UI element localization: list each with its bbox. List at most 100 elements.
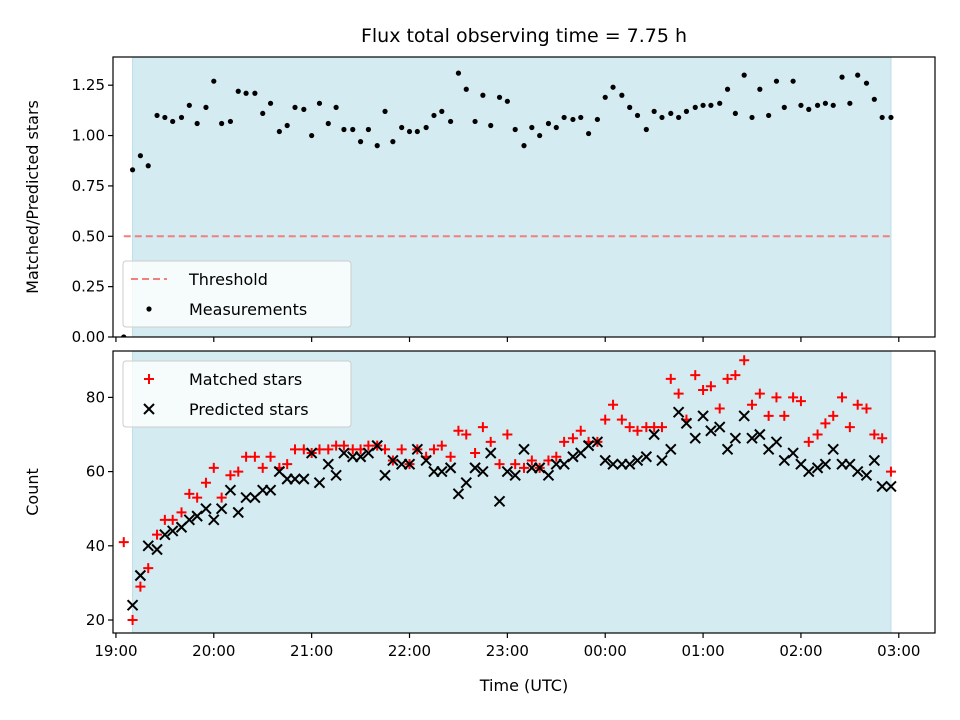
- predicted-star-point: [200, 502, 212, 515]
- predicted-star-point: [232, 506, 244, 519]
- predicted-star-point: [868, 454, 881, 467]
- y-tick-label: 60: [86, 463, 105, 481]
- measurement-point: [790, 78, 796, 84]
- legend-predicted-swatch: [143, 403, 155, 415]
- measurement-point: [365, 126, 372, 133]
- measurement-point: [570, 116, 576, 123]
- measurement-point: [194, 120, 200, 127]
- predicted-star-point: [166, 525, 179, 537]
- measurement-point: [512, 126, 518, 133]
- predicted-star-point: [289, 473, 301, 485]
- measurement-point: [219, 120, 225, 127]
- predicted-star-point: [599, 454, 611, 467]
- matched-star-point: [608, 399, 619, 410]
- predicted-star-point: [477, 465, 489, 478]
- y-tick-label: 40: [86, 537, 105, 555]
- predicted-star-point: [151, 543, 163, 556]
- matched-star-point: [690, 370, 701, 381]
- y-tick-label: 0.75: [72, 177, 105, 195]
- measurement-point: [781, 104, 787, 110]
- measurement-point: [260, 110, 266, 117]
- measurement-point: [399, 124, 405, 131]
- measurement-point: [227, 118, 234, 125]
- matched-star-point: [852, 399, 863, 410]
- predicted-star-point: [485, 447, 497, 459]
- predicted-star-point: [469, 462, 481, 474]
- matched-star-point: [828, 410, 839, 421]
- predicted-star-point: [371, 439, 383, 452]
- predicted-star-point: [493, 495, 506, 507]
- predicted-star-point: [444, 462, 457, 474]
- matched-star-point: [176, 507, 187, 518]
- y-tick-label: 1.00: [72, 127, 105, 145]
- legend-matched-swatch: [144, 374, 154, 384]
- x-tick-label: 01:00: [681, 642, 724, 660]
- measurement-point: [766, 112, 772, 119]
- matched-star-point: [771, 392, 782, 403]
- measurement-point: [423, 124, 429, 131]
- measurement-point: [773, 78, 780, 84]
- x-tick-label: 03:00: [877, 642, 920, 660]
- matched-star-point: [118, 537, 129, 548]
- matched-star-point: [885, 466, 896, 477]
- predicted-star-point: [436, 465, 448, 478]
- matched-star-point: [216, 492, 227, 503]
- measurement-point: [316, 100, 323, 106]
- matched-star-point: [656, 422, 667, 433]
- matched-star-point: [869, 429, 880, 440]
- measurement-point: [888, 114, 894, 121]
- matched-star-point: [747, 399, 758, 410]
- predicted-star-point: [705, 425, 717, 437]
- predicted-star-point: [787, 447, 799, 459]
- matched-star-point: [698, 384, 709, 395]
- predicted-star-point: [697, 410, 709, 422]
- matched-star-point: [551, 451, 562, 462]
- measurement-point: [806, 106, 812, 112]
- matched-star-point: [338, 440, 349, 451]
- matched-star-point: [624, 422, 635, 433]
- measurement-point: [480, 92, 486, 98]
- measurement-point: [863, 80, 870, 86]
- measurement-point: [879, 114, 885, 121]
- matched-star-point: [461, 429, 472, 440]
- measurement-point: [186, 102, 192, 108]
- matched-star-point: [673, 388, 684, 399]
- measurement-point: [643, 126, 649, 133]
- measurement-point: [325, 120, 331, 127]
- legend: Matched stars Predicted stars: [122, 360, 352, 428]
- measurement-point: [529, 124, 535, 131]
- measurement-point: [267, 100, 274, 106]
- measurement-point: [284, 122, 290, 129]
- legend-label: Measurements: [189, 300, 307, 319]
- predicted-star-point: [501, 465, 514, 478]
- predicted-star-point: [860, 469, 873, 482]
- matched-star-point: [705, 381, 716, 392]
- matched-star-point: [265, 451, 276, 462]
- predicted-star-point: [770, 436, 783, 448]
- predicted-star-point: [827, 443, 839, 456]
- ratio-panel: 0.00 0.25 0.50 0.75 1.00 1.25 Matched/Predicte…: [23, 56, 936, 346]
- predicted-star-point: [305, 447, 318, 459]
- measurement-point: [855, 72, 861, 78]
- predicted-star-point: [330, 469, 342, 482]
- measurement-point: [847, 100, 853, 106]
- predicted-star-point: [689, 432, 701, 444]
- measurement-point: [749, 114, 755, 121]
- matched-star-point: [152, 529, 163, 540]
- measurement-point: [676, 114, 682, 121]
- measurement-point: [717, 100, 723, 106]
- matched-star-point: [632, 425, 643, 436]
- matched-star-point: [739, 355, 750, 366]
- predicted-star-point: [582, 439, 595, 452]
- x-tick-label: 23:00: [486, 642, 529, 660]
- matched-star-point: [616, 414, 627, 425]
- axes-frame: [112, 56, 936, 338]
- measurement-point: [619, 92, 625, 98]
- matched-star-point: [714, 403, 725, 414]
- predicted-star-point: [159, 528, 171, 541]
- measurement-point: [455, 70, 462, 76]
- measurement-point: [504, 98, 510, 104]
- matched-star-point: [200, 477, 211, 488]
- measurement-point: [594, 116, 600, 123]
- measurement-point: [170, 118, 176, 125]
